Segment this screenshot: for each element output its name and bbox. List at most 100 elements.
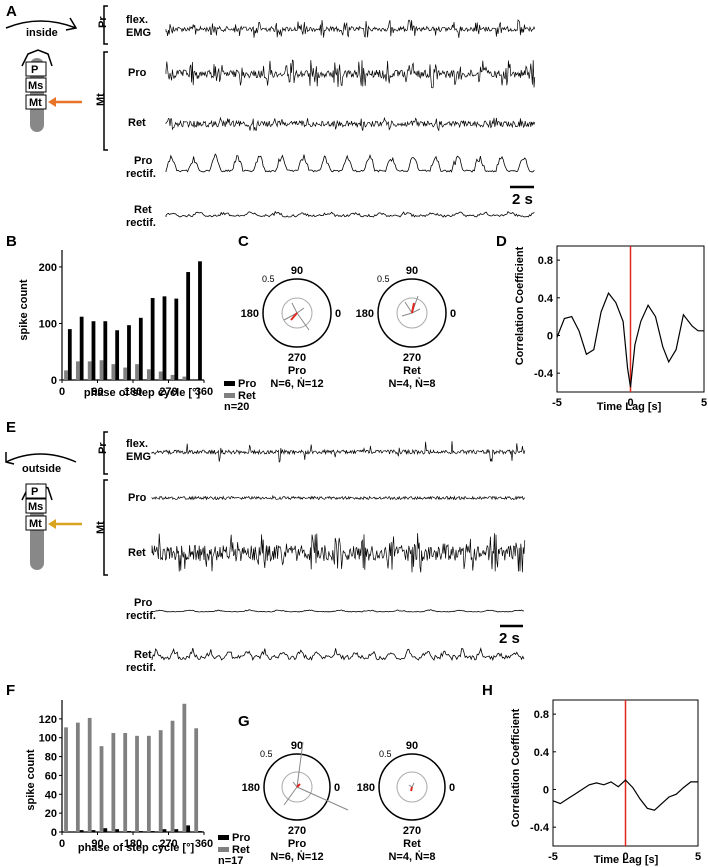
bar-ret bbox=[87, 717, 92, 832]
polar-plot-C-pro: 90 180 0 270 0.5 Pro N=6, Ṅ=12 bbox=[241, 265, 341, 390]
trace-label-ret-rect-2: rectif. bbox=[126, 662, 156, 674]
trace-flex-emg bbox=[165, 19, 536, 38]
bar-pro bbox=[91, 321, 96, 380]
bar-pro bbox=[115, 829, 120, 832]
trace-label-pro-rect: Pro bbox=[134, 597, 153, 609]
mean-vector bbox=[410, 786, 413, 792]
legend: Pro Ret bbox=[218, 832, 251, 856]
bar-ret bbox=[123, 367, 128, 380]
position-label: outside bbox=[22, 463, 61, 475]
scale-bar-label: 2 s bbox=[499, 630, 520, 647]
angle-0: 0 bbox=[334, 782, 340, 794]
panel-label-C: C bbox=[238, 233, 249, 250]
angle-270: 270 bbox=[288, 825, 306, 837]
radius-label: 0.5 bbox=[377, 274, 390, 284]
y-tick-label: 120 bbox=[39, 714, 57, 726]
x-tick-label: 90 bbox=[91, 838, 103, 850]
y-tick-label: -0.4 bbox=[534, 368, 554, 380]
legend-label-pro: Pro bbox=[238, 378, 257, 390]
bar-pro bbox=[138, 831, 143, 832]
trace-pro bbox=[165, 59, 536, 89]
y-tick-label: 100 bbox=[39, 733, 57, 745]
trace-pro bbox=[151, 494, 526, 501]
legend-label-pro: Pro bbox=[232, 832, 251, 844]
legend-label-ret: Ret bbox=[232, 844, 250, 856]
bar-ret bbox=[75, 361, 80, 380]
angle-270: 270 bbox=[403, 352, 421, 364]
polar-plot-G-pro: 90 180 0 270 0.5 Pro N=6, Ṅ=12 bbox=[242, 740, 349, 863]
bar-pro bbox=[174, 298, 179, 380]
chart-H: Correlation Coefficient Time Lag [s] -5 0… bbox=[510, 699, 701, 866]
polar-plot-C-ret: 90 180 0 270 0.5 Ret N=4, Ṅ=8 bbox=[356, 265, 456, 390]
legend-swatch-ret bbox=[218, 847, 229, 852]
polar-name: Pro bbox=[288, 365, 307, 377]
y-tick-label: 0.8 bbox=[538, 255, 553, 267]
bar-ret bbox=[111, 364, 116, 380]
bar-pro bbox=[150, 298, 155, 380]
group-label-Pr: Pr bbox=[97, 16, 109, 28]
legend-label-ret: Ret bbox=[238, 390, 256, 402]
panel-label-D: D bbox=[496, 233, 507, 250]
bar-ret bbox=[170, 374, 175, 380]
segment-Ms: Ms bbox=[28, 80, 43, 92]
bar-ret bbox=[75, 722, 80, 832]
panel-label-A: A bbox=[6, 3, 17, 20]
angle-0: 0 bbox=[449, 782, 455, 794]
y-tick-label: 200 bbox=[39, 262, 57, 274]
trace-flex-emg bbox=[151, 441, 526, 463]
n-label: n=20 bbox=[224, 401, 249, 413]
x-tick-label: 5 bbox=[695, 851, 701, 863]
y-tick-label: 0 bbox=[547, 330, 553, 342]
x-tick-label: 5 bbox=[701, 397, 707, 409]
x-axis-label: phase of step cycle [°] bbox=[84, 387, 201, 399]
panel-label-G: G bbox=[238, 713, 250, 730]
scale-bar-label: 2 s bbox=[512, 191, 533, 208]
segment-Ms: Ms bbox=[28, 501, 43, 513]
angle-0: 0 bbox=[335, 308, 341, 320]
bar-pro bbox=[79, 316, 84, 380]
bar-ret bbox=[99, 746, 104, 832]
x-tick-label: 90 bbox=[91, 386, 103, 398]
y-tick-label: 0 bbox=[51, 375, 57, 387]
x-tick-label: 270 bbox=[159, 838, 177, 850]
traces-A: Pr Mt flex. EMG Pro Ret Pro rectif. Ret … bbox=[95, 5, 536, 229]
angle-90: 90 bbox=[291, 265, 303, 277]
polar-plot-icon bbox=[377, 278, 447, 348]
trace-ret bbox=[165, 116, 536, 132]
bar-ret bbox=[135, 364, 139, 380]
y-axis-label: spike count bbox=[25, 749, 37, 810]
bar-pro bbox=[79, 830, 84, 832]
y-axis-label: Correlation Coefficient bbox=[514, 246, 526, 365]
mean-vector bbox=[411, 302, 415, 314]
body-outline bbox=[5, 20, 77, 29]
bar-ret bbox=[111, 733, 116, 832]
trace-label-flex: flex. bbox=[126, 438, 148, 450]
trace-pro-rectified bbox=[151, 609, 524, 613]
bar-pro bbox=[103, 828, 108, 832]
angle-270: 270 bbox=[403, 825, 421, 837]
angle-90: 90 bbox=[406, 740, 418, 752]
panel-label-F: F bbox=[6, 682, 15, 699]
panel-label-H: H bbox=[482, 682, 493, 699]
bar-pro bbox=[91, 830, 96, 832]
bar-pro bbox=[186, 272, 191, 380]
bar-ret bbox=[158, 371, 163, 380]
legend: Pro Ret bbox=[224, 378, 257, 402]
polar-counts: N=6, Ṅ=12 bbox=[270, 377, 323, 390]
polar-counts: N=6, Ṅ=12 bbox=[270, 850, 323, 863]
x-axis-label: Time Lag [s] bbox=[594, 854, 659, 866]
trace-label-ret-rect-2: rectif. bbox=[126, 217, 156, 229]
polar-name: Ret bbox=[403, 838, 421, 850]
x-tick-label: 360 bbox=[195, 838, 213, 850]
polar-name: Ret bbox=[403, 365, 421, 377]
segment-Mt: Mt bbox=[29, 97, 42, 109]
legend-swatch-ret bbox=[224, 393, 235, 398]
chart-D: Correlation Coefficient Time Lag [s] -5 0… bbox=[514, 245, 707, 413]
polar-plot-G-ret: 90 180 0 270 0.5 Ret N=4, Ṅ=8 bbox=[357, 740, 455, 863]
polar-counts: N=4, Ṅ=8 bbox=[388, 377, 435, 390]
insect-leg-schematic-icon bbox=[5, 452, 15, 465]
panel-label-E: E bbox=[6, 419, 16, 436]
bar-pro bbox=[198, 831, 202, 832]
segment-Mt: Mt bbox=[29, 518, 42, 530]
x-axis-label: Time Lag [s] bbox=[597, 401, 662, 413]
